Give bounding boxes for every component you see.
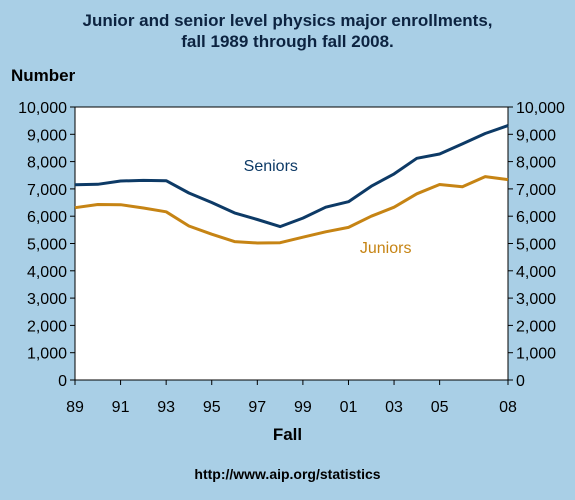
x-tick-label: 91	[112, 399, 130, 416]
y-tick-label-right: 1,000	[516, 346, 556, 363]
x-tick-label: 01	[340, 399, 358, 416]
y-tick-label-left: 10,000	[18, 100, 67, 117]
source-url: http://www.aip.org/statistics	[194, 466, 381, 482]
y-tick-label-right: 7,000	[516, 182, 556, 199]
y-tick-label-right: 10,000	[516, 100, 565, 117]
x-tick-label: 95	[203, 399, 221, 416]
x-axis-title: Fall	[272, 425, 303, 444]
plot-area	[74, 106, 509, 381]
y-tick-label-left: 8,000	[27, 155, 67, 172]
y-tick-label-right: 5,000	[516, 237, 556, 254]
y-tick-label-right: 2,000	[516, 318, 556, 335]
chart-title: Junior and senior level physics major en…	[0, 10, 575, 52]
x-tick-label: 97	[248, 399, 266, 416]
y-tick-label-left: 0	[58, 373, 67, 390]
chart-title-line-1: Junior and senior level physics major en…	[82, 11, 493, 30]
y-tick-label-left: 1,000	[27, 346, 67, 363]
y-tick-label-right: 3,000	[516, 291, 556, 308]
series-label-juniors: Juniors	[360, 240, 412, 257]
y-tick-label-left: 2,000	[27, 318, 67, 335]
x-tick-label: 99	[294, 399, 312, 416]
x-tick-label: 05	[431, 399, 449, 416]
y-tick-label-left: 4,000	[27, 264, 67, 281]
x-tick-label: 93	[157, 399, 175, 416]
y-tick-label-right: 4,000	[516, 264, 556, 281]
series-line-juniors	[74, 175, 509, 245]
y-tick-label-right: 9,000	[516, 127, 556, 144]
y-tick-label-right: 6,000	[516, 209, 556, 226]
y-tick-label-left: 5,000	[27, 237, 67, 254]
chart-title-line-2: fall 1989 through fall 2008.	[181, 32, 394, 51]
y-tick-label-right: 0	[516, 373, 525, 390]
series-line-seniors	[74, 124, 509, 229]
y-tick-label-left: 7,000	[27, 182, 67, 199]
y-tick-label-right: 8,000	[516, 155, 556, 172]
x-tick-label: 03	[385, 399, 403, 416]
x-tick-label: 89	[66, 399, 84, 416]
y-tick-label-left: 3,000	[27, 291, 67, 308]
y-tick-label-left: 6,000	[27, 209, 67, 226]
y-axis-title: Number	[11, 66, 76, 85]
series-label-seniors: Seniors	[244, 158, 298, 175]
y-tick-label-left: 9,000	[27, 127, 67, 144]
x-tick-label: 08	[499, 399, 517, 416]
